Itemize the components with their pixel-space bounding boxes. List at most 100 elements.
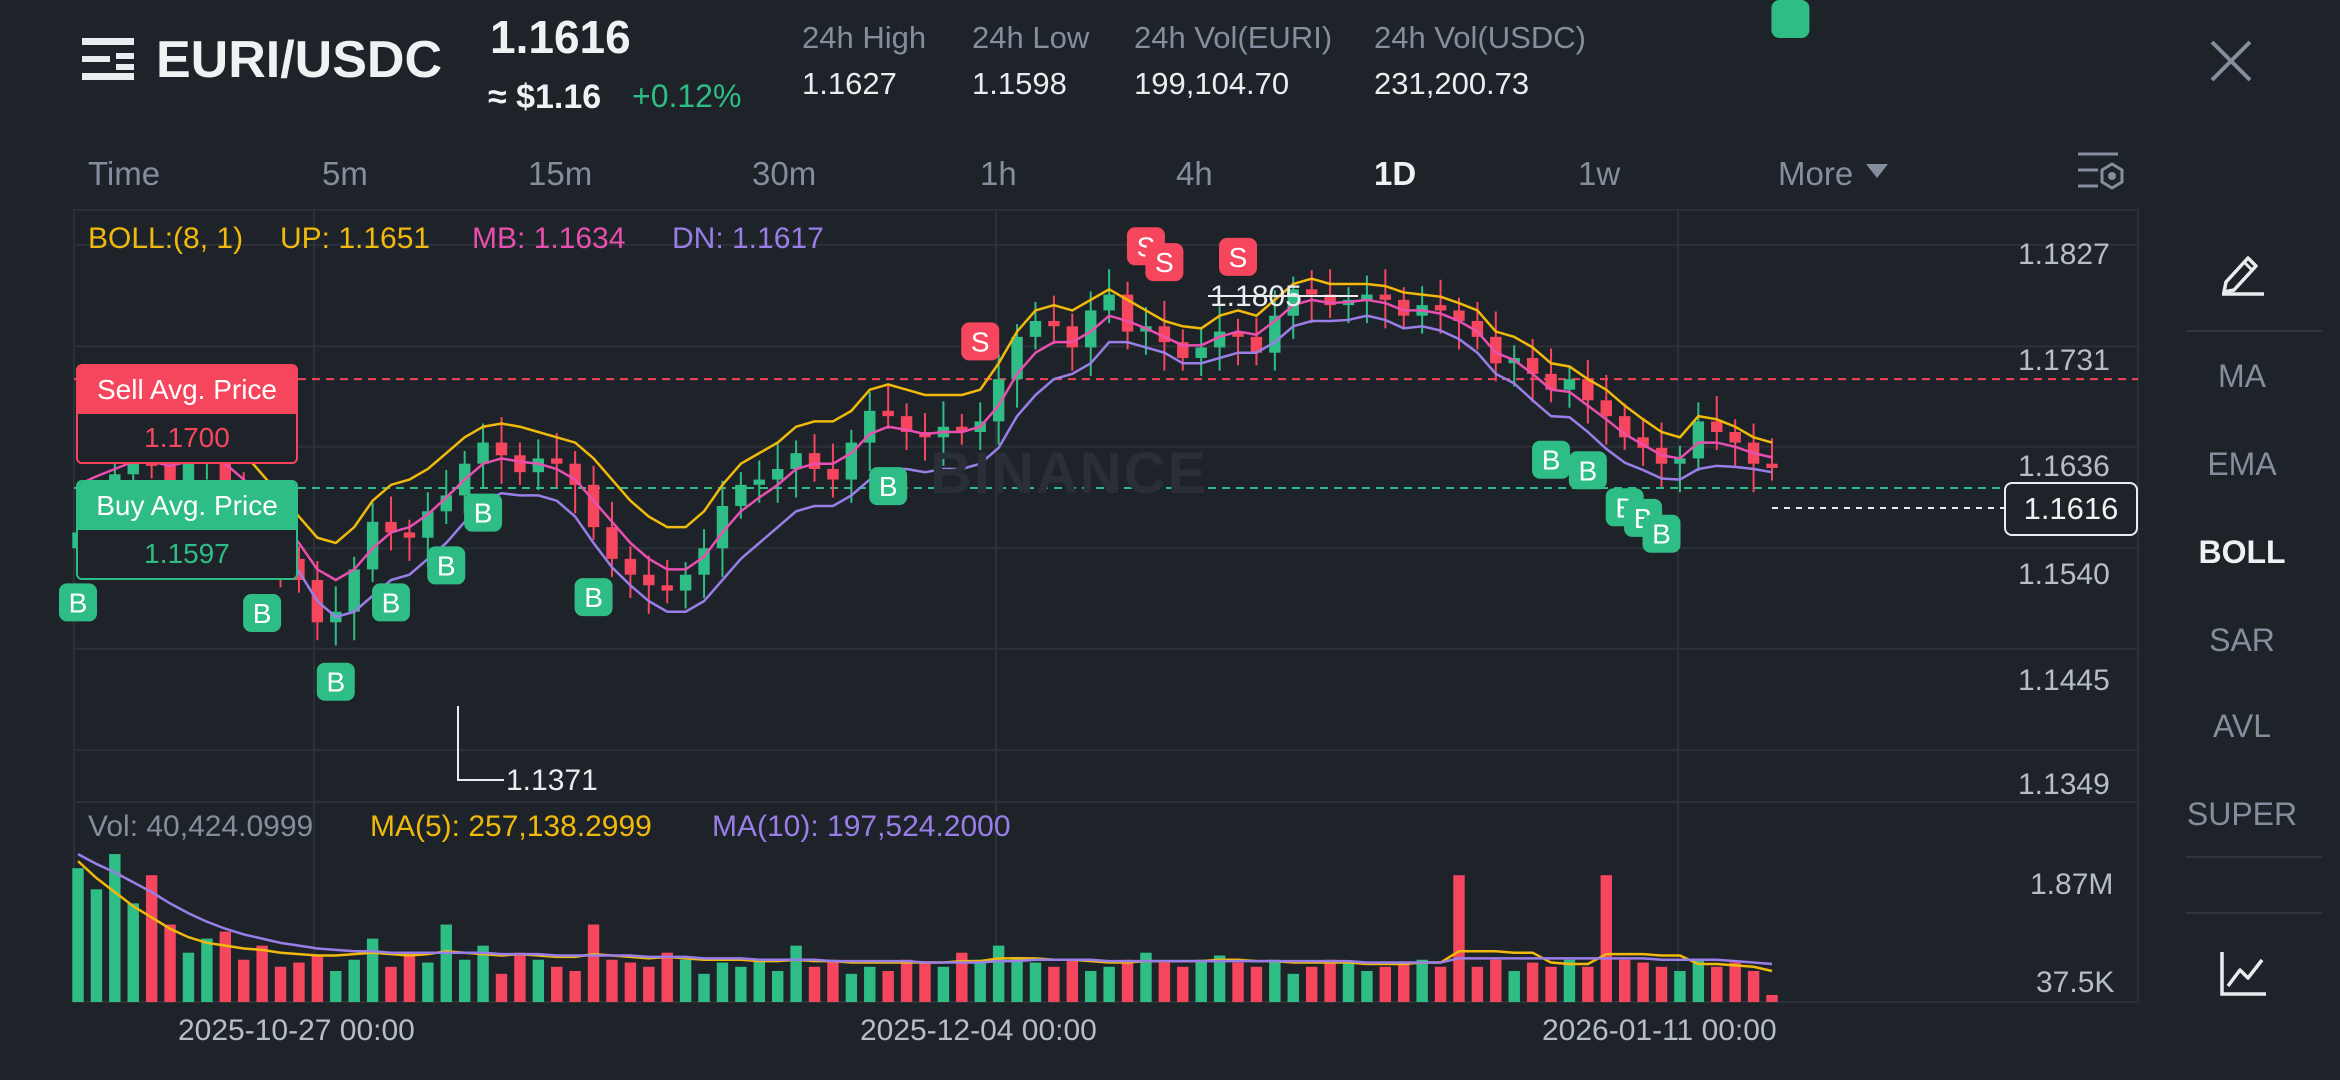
volume-bar xyxy=(293,962,305,1002)
buy-marker-label: B xyxy=(326,667,345,698)
sell-marker-label: S xyxy=(971,326,990,357)
candle-body xyxy=(827,469,839,480)
boll-middle-line xyxy=(77,298,1773,582)
volume-bar xyxy=(1416,959,1428,1002)
sell-marker xyxy=(1145,243,1184,282)
volume-bar xyxy=(1398,962,1410,1002)
volume-bar xyxy=(1729,962,1741,1002)
tab-1d[interactable]: 1D xyxy=(1374,155,1417,192)
stat-24h-low-label: 24h Low xyxy=(972,20,1090,55)
candle-body xyxy=(643,574,655,586)
close-icon[interactable] xyxy=(2206,36,2256,86)
volume-bar xyxy=(1637,962,1649,1002)
candle-body xyxy=(716,506,729,549)
price-change-percent: +0.12% xyxy=(632,78,742,114)
candle-body xyxy=(182,451,195,485)
y-tick: 1.1731 xyxy=(2018,344,2110,377)
tab-1w[interactable]: 1w xyxy=(1578,155,1621,192)
tab-4h[interactable]: 4h xyxy=(1176,155,1213,192)
tab-30m[interactable]: 30m xyxy=(752,155,817,192)
candle-body xyxy=(1011,336,1023,380)
sidebar-item-avl[interactable]: AVL xyxy=(2212,708,2272,744)
buy-avg-price-value: 1.1597 xyxy=(78,530,296,578)
volume-bar xyxy=(698,973,710,1002)
candle-body xyxy=(1158,326,1171,343)
volume-bar xyxy=(845,973,858,1002)
sell-marker xyxy=(961,322,1000,361)
candle-body xyxy=(385,521,397,533)
tab-15m[interactable]: 15m xyxy=(528,155,593,192)
x-tick: 2025-10-27 00:00 xyxy=(178,1014,415,1047)
tab-5m[interactable]: 5m xyxy=(322,155,368,192)
boll-params: BOLL:(8, 1) xyxy=(88,222,244,255)
volume-bar xyxy=(1232,962,1244,1002)
stat-24h-vol-euri-label: 24h Vol(EURI) xyxy=(1134,20,1333,55)
sell-marker-label: S xyxy=(1155,247,1174,278)
volume-bar xyxy=(606,959,618,1002)
buy-marker-label: B xyxy=(1652,519,1671,550)
volume-bar xyxy=(900,959,913,1002)
menu-icon[interactable] xyxy=(82,36,134,82)
candle-body xyxy=(1600,400,1612,417)
candle-body xyxy=(1287,289,1299,316)
volume-bar xyxy=(1029,962,1042,1002)
stat-24h-high-label: 24h High xyxy=(802,20,927,55)
sidebar-item-ma[interactable]: MA xyxy=(2218,358,2266,394)
current-price-tag: 1.1616 xyxy=(2004,482,2138,536)
volume-bar xyxy=(1269,959,1281,1002)
sidebar-item-sar[interactable]: SAR xyxy=(2209,622,2275,658)
volume-bar xyxy=(366,938,379,1002)
volume-bar xyxy=(256,945,268,1002)
volume-bar xyxy=(182,952,195,1002)
x-tick: 2026-01-11 00:00 xyxy=(1542,1014,1777,1047)
candle-body xyxy=(1361,294,1373,300)
trading-pair-title[interactable]: EURI/USDC xyxy=(156,31,443,89)
sidebar-item-boll[interactable]: BOLL xyxy=(2198,534,2286,570)
candle-body xyxy=(1066,326,1079,348)
candle-body xyxy=(127,458,139,475)
y-tick: 1.1349 xyxy=(2018,768,2110,801)
tab-1h[interactable]: 1h xyxy=(980,155,1017,192)
sidebar-item-super[interactable]: SUPER xyxy=(2186,796,2298,832)
volume-bar xyxy=(882,971,894,1002)
candle-body xyxy=(1029,321,1042,337)
volume-tick: 1.87M xyxy=(2030,868,2114,901)
candle-body xyxy=(771,469,784,480)
boll-upper-line xyxy=(77,277,1773,545)
candle-body xyxy=(1471,321,1484,337)
volume-bar xyxy=(514,952,526,1002)
volume-bar xyxy=(1158,962,1171,1002)
indicator-chart-icon[interactable] xyxy=(2218,950,2268,998)
boll-dn-value: DN: 1.1617 xyxy=(672,222,824,255)
candle-body xyxy=(1213,331,1226,348)
high-price-label: 1.1805 xyxy=(1210,280,1302,313)
volume-tick: 37.5K xyxy=(2036,966,2115,999)
sell-avg-price-box: Sell Avg. Price 1.1700 xyxy=(76,364,298,464)
volume-bar xyxy=(1324,959,1336,1002)
volume-bar xyxy=(551,966,563,1002)
chart-settings-icon[interactable] xyxy=(2074,148,2126,196)
candle-body xyxy=(1729,432,1741,443)
caret-down-icon xyxy=(1866,164,1888,178)
volume-bar xyxy=(1342,962,1355,1002)
y-tick: 1.1540 xyxy=(2018,558,2110,591)
volume-bar xyxy=(1011,956,1023,1002)
candle-body xyxy=(1711,421,1723,432)
boll-lower-line xyxy=(77,314,1773,619)
volume-bar xyxy=(1085,971,1097,1002)
volume-bar xyxy=(827,959,839,1002)
buy-marker xyxy=(427,546,466,585)
volume-bar xyxy=(1379,966,1392,1002)
sidebar-divider xyxy=(2186,912,2322,914)
tab-more[interactable]: More xyxy=(1778,155,1853,193)
draw-pencil-icon[interactable] xyxy=(2218,248,2268,296)
volume-bar xyxy=(1305,966,1318,1002)
candle-body xyxy=(1766,463,1778,468)
volume-bar xyxy=(274,966,287,1002)
volume-bar xyxy=(385,966,397,1002)
tab-time[interactable]: Time xyxy=(88,155,161,192)
sidebar-item-ema[interactable]: EMA xyxy=(2207,446,2277,482)
volume-bar xyxy=(771,971,784,1002)
candle-body xyxy=(1526,358,1539,374)
